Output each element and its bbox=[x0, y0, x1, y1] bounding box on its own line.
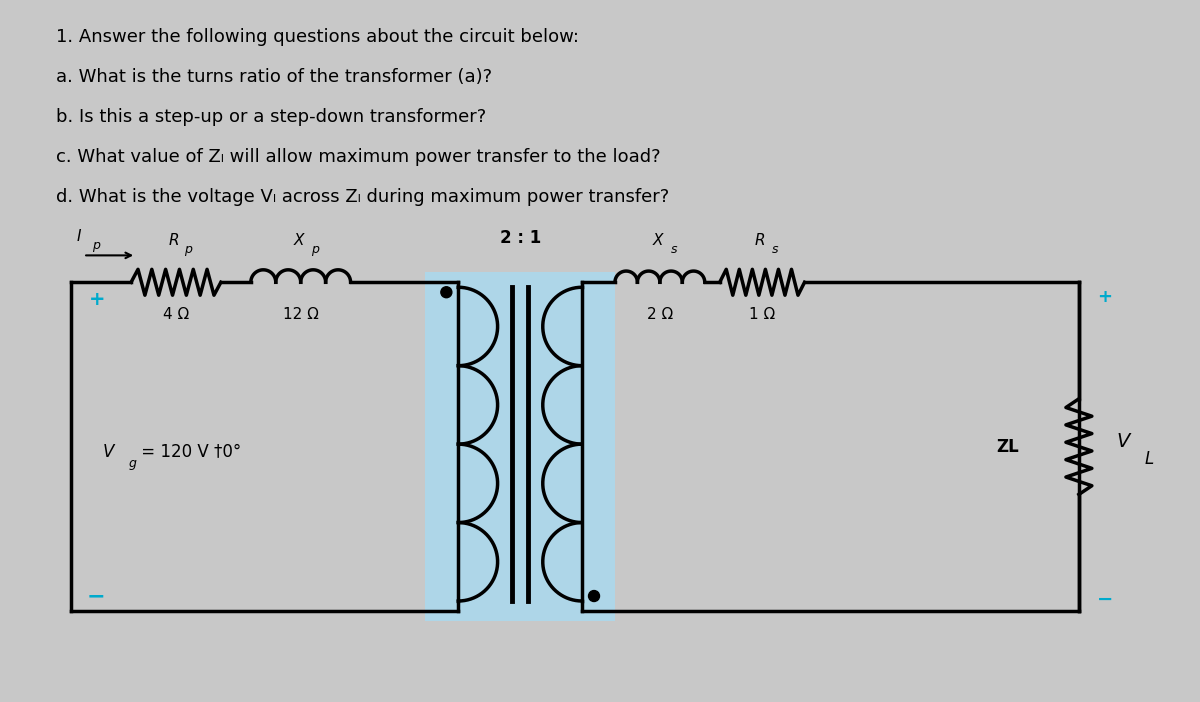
Text: a. What is the turns ratio of the transformer (a)?: a. What is the turns ratio of the transf… bbox=[56, 68, 492, 86]
Text: +: + bbox=[89, 290, 106, 310]
Text: 12 Ω: 12 Ω bbox=[283, 307, 319, 322]
Circle shape bbox=[440, 286, 452, 298]
Text: p: p bbox=[311, 243, 318, 256]
Text: = 120 V †0°: = 120 V †0° bbox=[136, 442, 241, 461]
Text: −: − bbox=[1097, 590, 1114, 609]
Text: s: s bbox=[772, 243, 779, 256]
Text: V: V bbox=[1117, 432, 1130, 451]
Text: c. What value of Zₗ will allow maximum power transfer to the load?: c. What value of Zₗ will allow maximum p… bbox=[56, 148, 661, 166]
Text: g: g bbox=[130, 457, 137, 470]
Text: L: L bbox=[1145, 449, 1154, 468]
Text: 1 Ω: 1 Ω bbox=[749, 307, 775, 322]
Text: R: R bbox=[169, 233, 179, 248]
Circle shape bbox=[588, 590, 600, 602]
Text: p: p bbox=[184, 243, 192, 256]
Text: X: X bbox=[294, 233, 304, 248]
Text: 4 Ω: 4 Ω bbox=[163, 307, 190, 322]
Text: −: − bbox=[86, 586, 104, 606]
Text: ZL: ZL bbox=[996, 437, 1019, 456]
Text: 1. Answer the following questions about the circuit below:: 1. Answer the following questions about … bbox=[56, 28, 580, 46]
Text: X: X bbox=[653, 233, 664, 248]
Text: p: p bbox=[92, 239, 100, 252]
Text: V: V bbox=[103, 442, 114, 461]
Text: I: I bbox=[77, 229, 80, 244]
Text: s: s bbox=[671, 243, 677, 256]
Text: d. What is the voltage Vₗ across Zₗ during maximum power transfer?: d. What is the voltage Vₗ across Zₗ duri… bbox=[56, 187, 670, 206]
Text: 2 Ω: 2 Ω bbox=[647, 307, 673, 322]
Text: 2 : 1: 2 : 1 bbox=[499, 230, 541, 247]
Text: +: + bbox=[1097, 289, 1112, 306]
Bar bbox=[426, 272, 614, 621]
Text: R: R bbox=[755, 233, 766, 248]
Text: b. Is this a step-up or a step-down transformer?: b. Is this a step-up or a step-down tran… bbox=[56, 108, 486, 126]
